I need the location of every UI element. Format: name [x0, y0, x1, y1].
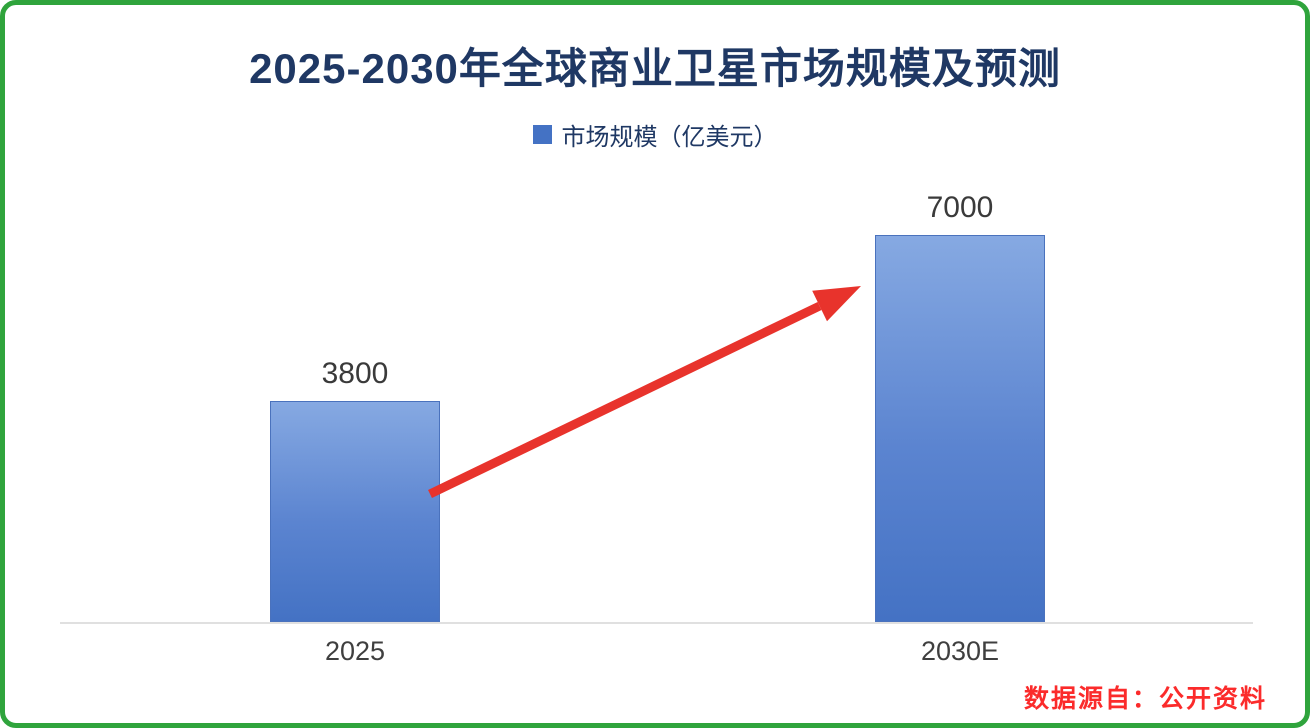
- legend: 市场规模（亿美元）: [5, 117, 1305, 152]
- legend-swatch: [532, 125, 552, 144]
- x-tick-label-2030e: 2030E: [920, 636, 1000, 666]
- source-note: 数据源自：公开资料: [1023, 685, 1267, 713]
- plot-area: 3800 7000: [5, 191, 1305, 622]
- bar-group-2025: 3800: [270, 191, 440, 622]
- bar-2025: [270, 400, 440, 622]
- bar-value-label: 7000: [926, 191, 994, 224]
- bar-2030e: [875, 235, 1045, 622]
- x-tick-label-2025: 2025: [324, 636, 386, 666]
- x-axis-line: [60, 622, 1253, 624]
- chart-title: 2025-2030年全球商业卫星市场规模及预测: [249, 45, 1061, 92]
- bar-group-2030e: 7000: [875, 191, 1045, 622]
- bar-value-label: 3800: [321, 356, 389, 390]
- legend-label: 市场规模（亿美元）: [561, 124, 778, 151]
